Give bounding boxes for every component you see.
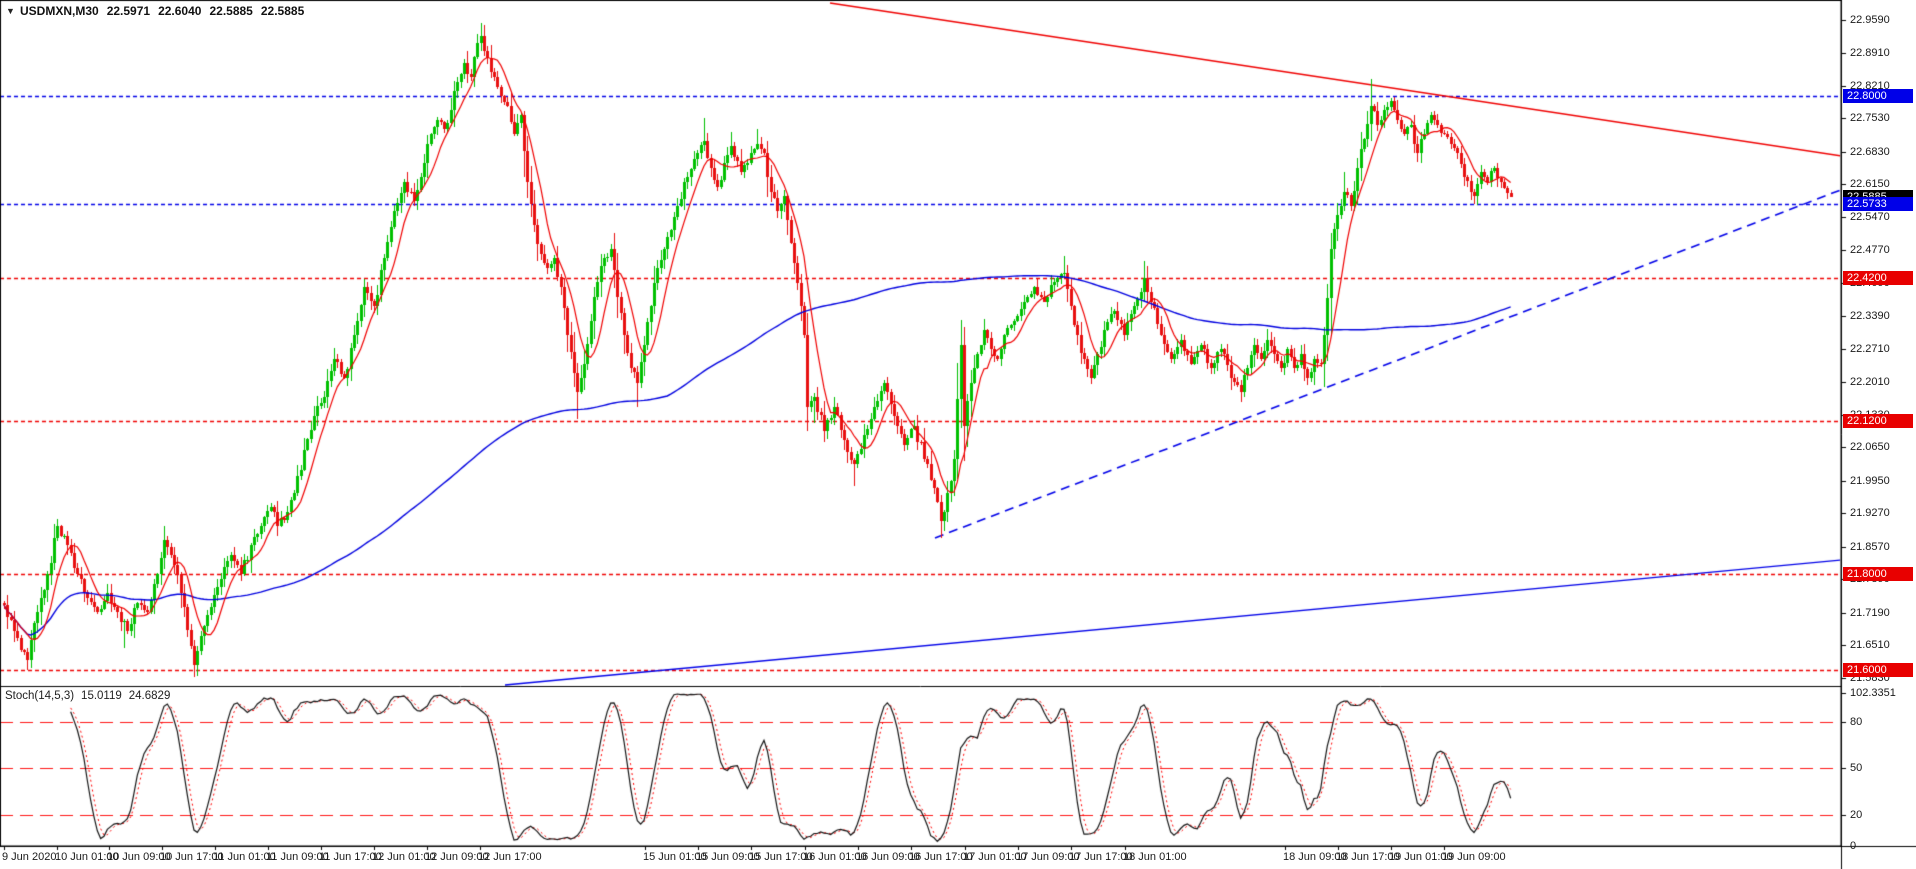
time-axis-label: 10 Jun 17:00 [160, 851, 224, 863]
stoch-axis-label: 80 [1850, 715, 1863, 728]
time-axis-label: 12 Jun 17:00 [478, 851, 542, 863]
time-axis-label: 11 Jun 09:00 [266, 851, 329, 863]
price-axis-label: 21.7190 [1850, 606, 1890, 619]
price-level-badge: 21.8000 [1843, 566, 1913, 581]
price-level-badge: 22.5733 [1843, 197, 1913, 212]
stoch-axis-label: 0 [1850, 840, 1857, 852]
symbol-name: USDMXN,M30 [20, 4, 99, 18]
price-level-badge: 21.6000 [1843, 662, 1913, 677]
time-axis-label: 18 Jun 09:00 [1283, 851, 1347, 863]
ohlc-low: 22.5885 [209, 4, 253, 18]
price-axis-label: 22.6150 [1850, 178, 1890, 191]
price-axis-label: 22.4770 [1850, 244, 1890, 257]
stoch-axis-label: 102.3351 [1850, 687, 1896, 699]
time-axis-label: 18 Jun 01:00 [1123, 851, 1187, 863]
time-axis-label: 16 Jun 01:00 [803, 851, 867, 863]
price-axis-label: 22.6830 [1850, 145, 1890, 158]
time-axis-label: 19 Jun 09:00 [1442, 851, 1506, 863]
price-axis-label: 22.2010 [1850, 376, 1890, 389]
ohlc-high: 22.6040 [158, 4, 202, 18]
indicator-label: Stoch(14,5,3) 15.0119 24.6829 [5, 690, 177, 702]
price-axis-label: 21.6510 [1850, 639, 1890, 652]
time-axis-label: 10 Jun 01:00 [55, 851, 119, 863]
price-axis-label: 22.5470 [1850, 210, 1890, 223]
time-axis-label: 17 Jun 01:00 [963, 851, 1027, 863]
price-axis-label: 22.9590 [1850, 14, 1890, 26]
ohlc-close: 22.5885 [260, 4, 305, 18]
time-axis-label: 19 Jun 01:00 [1389, 851, 1453, 863]
price-level-badge: 22.4200 [1843, 270, 1913, 285]
time-axis-label: 18 Jun 17:00 [1336, 851, 1400, 863]
time-axis-label: 12 Jun 09:00 [425, 851, 489, 863]
time-axis-label: 15 Jun 17:00 [749, 851, 813, 863]
stoch-k-value: 15.0119 [81, 690, 122, 702]
price-axis-label: 21.9270 [1850, 507, 1890, 520]
time-axis-label: 16 Jun 17:00 [909, 851, 973, 863]
price-axis-label: 22.8910 [1850, 46, 1890, 59]
time-axis-label: 12 Jun 01:00 [372, 851, 436, 863]
price-axis-label: 22.2710 [1850, 342, 1890, 355]
time-axis-label: 17 Jun 09:00 [1016, 851, 1080, 863]
price-axis-label: 22.8210 [1850, 79, 1890, 92]
time-axis-label: 9 Jun 2020 [2, 851, 57, 863]
time-axis-label: 15 Jun 09:00 [696, 851, 760, 863]
price-axis-label: 22.3390 [1850, 310, 1890, 323]
time-axis-label: 15 Jun 01:00 [643, 851, 707, 863]
time-axis-label: 17 Jun 17:00 [1069, 851, 1133, 863]
price-axis-label: 22.0650 [1850, 441, 1890, 454]
price-level-badge: 22.8000 [1843, 89, 1913, 103]
symbol-title-line: USDMXN,M30 22.5971 22.6040 22.5885 22.5885 [20, 4, 312, 18]
price-axis-label: 22.7530 [1850, 112, 1890, 125]
stoch-axis-label: 50 [1850, 762, 1863, 775]
time-axis-label: 11 Jun 17:00 [319, 851, 382, 863]
price-axis-label: 21.8570 [1850, 540, 1890, 553]
time-axis-label: 16 Jun 09:00 [856, 851, 920, 863]
time-axis-label: 11 Jun 01:00 [213, 851, 276, 863]
price-level-badge: 22.1200 [1843, 413, 1913, 428]
ohlc-open: 22.5971 [106, 4, 151, 18]
symbol-dropdown-icon[interactable]: ▼ [6, 6, 15, 16]
indicator-name: Stoch(14,5,3) [5, 690, 75, 702]
time-axis-label: 10 Jun 09:00 [107, 851, 171, 863]
stoch-d-value: 24.6829 [128, 690, 171, 702]
price-axis-label: 21.9950 [1850, 474, 1890, 487]
stoch-axis-label: 20 [1850, 808, 1863, 821]
